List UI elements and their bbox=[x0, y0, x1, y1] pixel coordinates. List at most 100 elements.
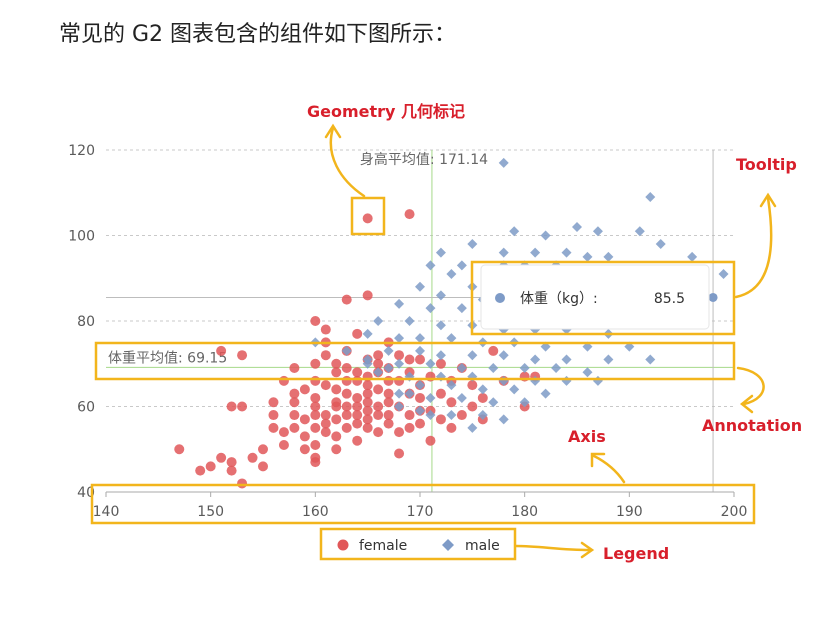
female-point bbox=[341, 401, 352, 412]
male-point bbox=[477, 410, 488, 421]
callouts: Geometry 几何标记 Tooltip Annotation Axis Legend bbox=[90, 102, 802, 563]
female-point bbox=[310, 410, 321, 421]
male-point bbox=[530, 354, 541, 365]
female-point bbox=[383, 418, 394, 429]
x-tick-label: 160 bbox=[302, 504, 329, 520]
male-point bbox=[362, 354, 373, 365]
female-point bbox=[289, 397, 300, 408]
female-point bbox=[258, 444, 268, 455]
female-point bbox=[362, 213, 373, 224]
male-point bbox=[446, 333, 457, 344]
male-point bbox=[425, 303, 436, 314]
callout-tooltip: Tooltip bbox=[736, 155, 797, 174]
male-point bbox=[488, 363, 499, 374]
legend-arrow-icon bbox=[514, 544, 592, 552]
female-point bbox=[237, 478, 248, 489]
female-point bbox=[435, 358, 446, 369]
female-point bbox=[362, 388, 373, 399]
female-point bbox=[278, 439, 289, 450]
female-point bbox=[299, 431, 310, 442]
female-point bbox=[205, 461, 216, 472]
male-point bbox=[404, 388, 415, 399]
male-point bbox=[394, 358, 405, 369]
female-point bbox=[435, 414, 446, 425]
male-point bbox=[467, 239, 478, 250]
axis-arrowhead-icon bbox=[590, 452, 606, 468]
male-point bbox=[435, 350, 446, 361]
x-tick-label: 200 bbox=[721, 504, 748, 520]
male-point bbox=[519, 363, 530, 374]
male-point bbox=[551, 363, 562, 374]
grid-layer bbox=[106, 149, 734, 407]
female-point bbox=[415, 392, 425, 403]
male-point bbox=[592, 226, 603, 237]
callout-axis: Axis bbox=[568, 427, 606, 446]
geometry-arrow-icon bbox=[329, 126, 366, 198]
female-point bbox=[310, 375, 321, 386]
female-point bbox=[216, 452, 227, 463]
male-point bbox=[561, 354, 572, 365]
male-point bbox=[498, 350, 509, 361]
male-point bbox=[498, 247, 509, 258]
male-point bbox=[341, 345, 352, 356]
female-point bbox=[268, 397, 279, 408]
male-point bbox=[362, 328, 373, 339]
male-point bbox=[425, 260, 436, 271]
axis-highlight-box bbox=[90, 483, 756, 525]
male-point bbox=[572, 221, 582, 232]
female-point bbox=[320, 410, 331, 421]
tooltip-arrowhead-icon bbox=[759, 192, 777, 208]
female-point bbox=[352, 401, 363, 412]
female-point bbox=[404, 354, 415, 365]
female-point bbox=[362, 380, 373, 391]
male-point bbox=[540, 388, 551, 399]
female-point bbox=[331, 414, 342, 425]
female-point bbox=[394, 427, 405, 438]
male-point bbox=[394, 388, 405, 399]
female-point bbox=[415, 354, 425, 365]
female-point bbox=[237, 401, 248, 412]
tooltip: 体重（kg）: 85.5 bbox=[480, 264, 718, 330]
male-point bbox=[634, 226, 645, 237]
male-point bbox=[383, 363, 394, 374]
x-tick-label: 170 bbox=[407, 504, 434, 520]
male-point bbox=[415, 380, 425, 391]
male-point bbox=[373, 367, 384, 378]
female-point bbox=[310, 392, 321, 403]
female-point bbox=[362, 397, 373, 408]
page-heading: 常见的 G2 图表包含的组件如下图所示： bbox=[59, 22, 457, 47]
female-point bbox=[404, 209, 415, 220]
female-point bbox=[320, 418, 331, 429]
legend-highlight-box bbox=[319, 527, 517, 561]
male-point bbox=[446, 268, 457, 279]
female-point bbox=[467, 401, 478, 412]
female-point bbox=[341, 363, 352, 374]
legend-female-label: female bbox=[359, 538, 407, 554]
female-point bbox=[373, 384, 384, 395]
male-point bbox=[456, 303, 467, 314]
y-tick-label: 80 bbox=[77, 314, 95, 330]
female-point bbox=[331, 444, 342, 455]
tooltip-marker bbox=[495, 293, 505, 303]
female-point bbox=[310, 401, 321, 412]
female-point bbox=[467, 380, 478, 391]
annotation-arrowhead-icon bbox=[739, 394, 754, 414]
female-point bbox=[362, 405, 373, 416]
male-point bbox=[561, 247, 572, 258]
male-point bbox=[415, 405, 425, 416]
female-point bbox=[446, 397, 457, 408]
male-point bbox=[645, 192, 656, 203]
callout-geometry: Geometry 几何标记 bbox=[307, 102, 465, 121]
male-point bbox=[540, 230, 551, 241]
female-point bbox=[352, 418, 363, 429]
male-point bbox=[394, 333, 405, 344]
female-point bbox=[289, 410, 300, 421]
annotation-highlight-box bbox=[94, 341, 736, 381]
male-point bbox=[603, 251, 614, 262]
female-point bbox=[299, 444, 310, 455]
tooltip-arrow-icon bbox=[734, 196, 773, 299]
male-point bbox=[509, 384, 520, 395]
legend[interactable]: female male bbox=[337, 538, 500, 554]
female-point bbox=[352, 375, 363, 386]
